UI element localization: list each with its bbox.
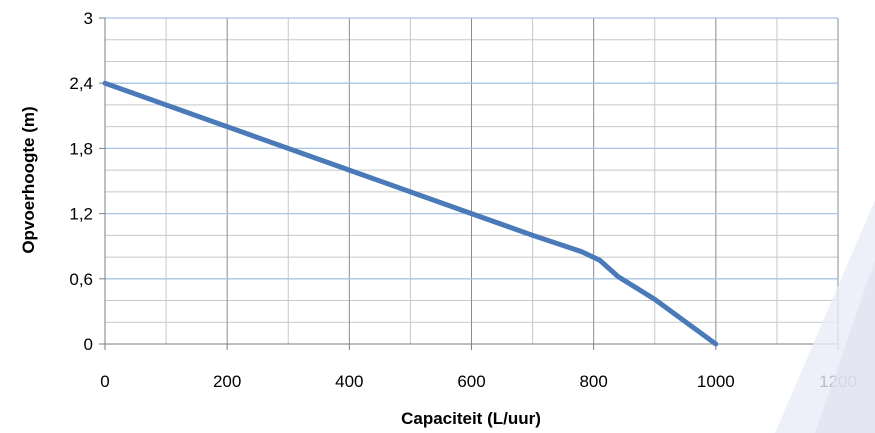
x-tick-label: 800	[579, 372, 607, 391]
y-axis-title: Opvoerhoogte (m)	[19, 106, 38, 253]
y-tick-label: 0	[84, 335, 93, 354]
series-layer	[102, 80, 719, 347]
y-tick-label: 3	[84, 9, 93, 28]
x-tick-label: 600	[457, 372, 485, 391]
y-tick-label: 1,2	[69, 205, 93, 224]
x-tick-label: 200	[213, 372, 241, 391]
y-tick-label: 1,8	[69, 139, 93, 158]
series-line	[102, 80, 719, 347]
y-tick-labels: 0 0,6 1,2 1,8 2,4 3	[69, 9, 93, 354]
x-tick-label: 400	[335, 372, 363, 391]
x-tick-label: 0	[100, 372, 109, 391]
y-tick-label: 2,4	[69, 74, 93, 93]
x-axis-title: Capaciteit (L/uur)	[401, 409, 541, 428]
x-tick-label: 1200	[819, 372, 857, 391]
y-tick-label: 0,6	[69, 270, 93, 289]
x-tick-label: 1000	[697, 372, 735, 391]
x-tick-labels: 0 200 400 600 800 1000 1200	[100, 372, 857, 391]
major-grid	[105, 17, 839, 344]
